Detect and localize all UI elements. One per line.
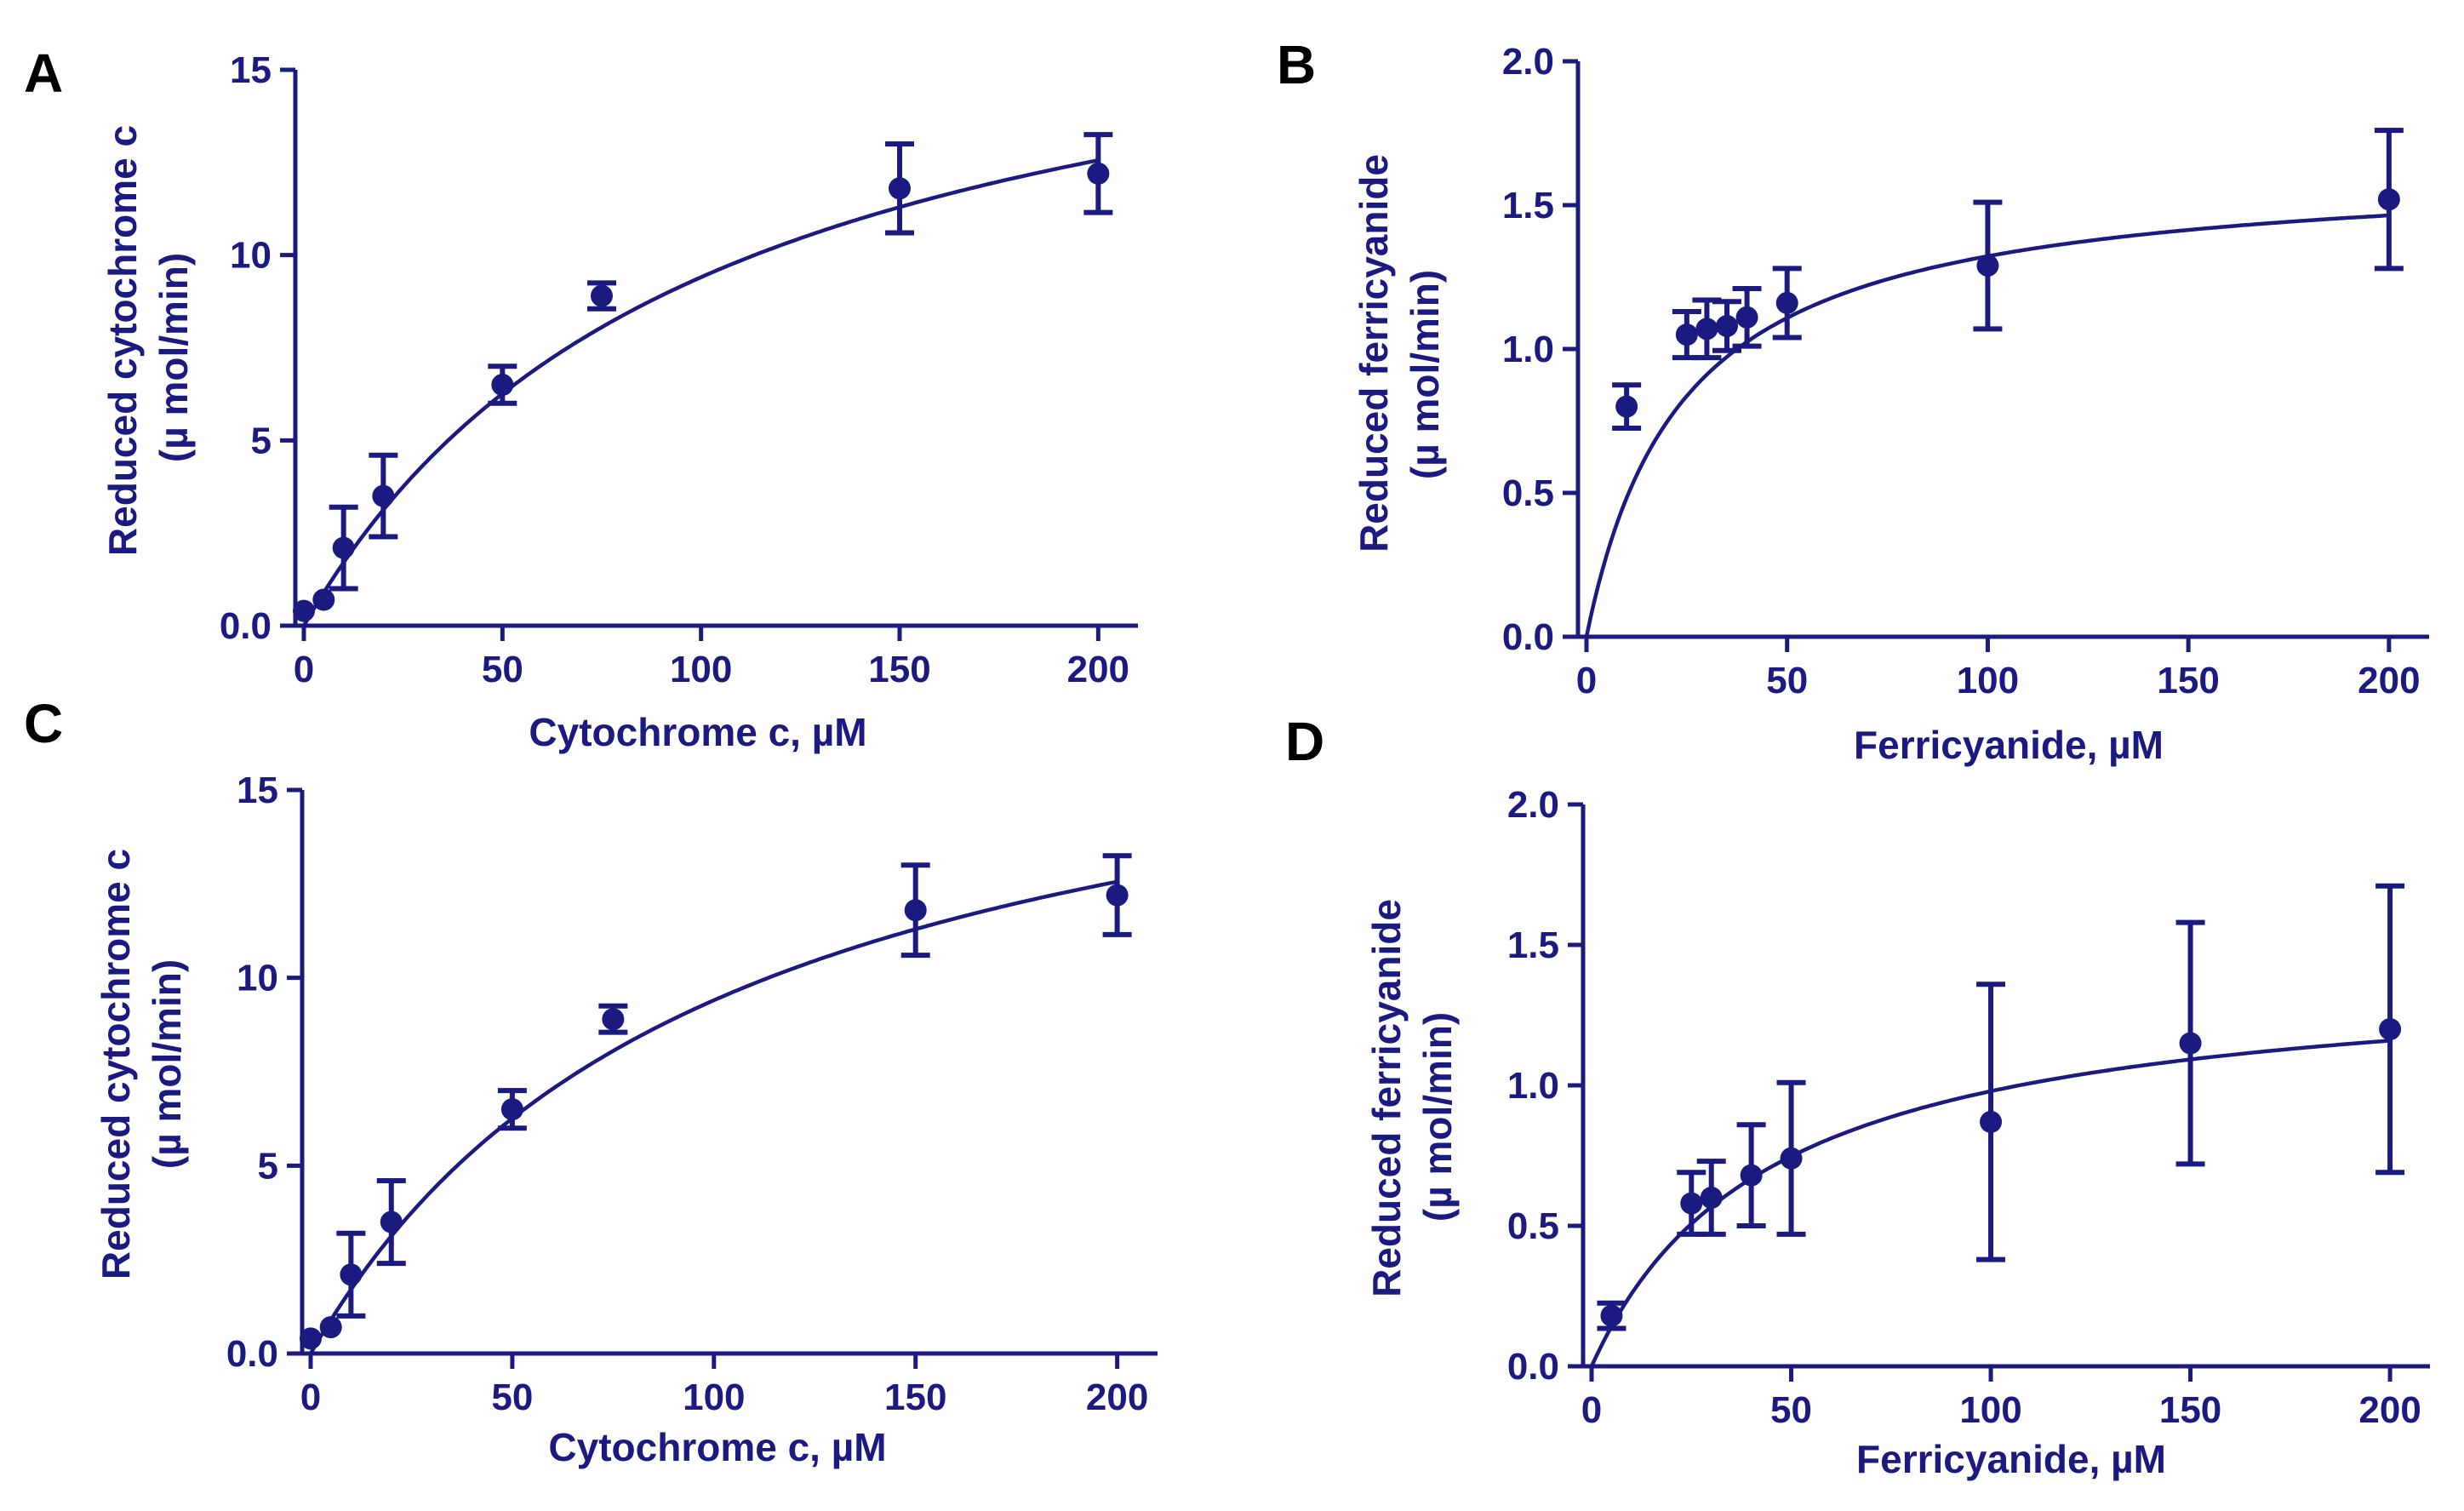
- y-axis-label-line-2: (µ mol/min): [151, 253, 196, 462]
- y-tick-label: 10: [230, 235, 272, 277]
- x-axis-label: Cytochrome c, µM: [529, 710, 866, 754]
- data-point: [1680, 1192, 1703, 1215]
- x-tick-label: 150: [2157, 660, 2219, 701]
- x-tick-label: 50: [482, 649, 523, 690]
- y-axis-label-line-1: Reduced cytochrome c: [100, 125, 145, 556]
- data-point: [2377, 188, 2400, 211]
- y-tick-label: 0.0: [1507, 1346, 1559, 1388]
- x-axis-label: Ferricyanide, µM: [1856, 1437, 2166, 1481]
- x-tick-label: 200: [2358, 1389, 2421, 1431]
- data-point: [1700, 1187, 1723, 1209]
- y-tick-label: 1.5: [1502, 185, 1554, 226]
- data-point: [591, 284, 613, 307]
- x-axis-label: Ferricyanide, µM: [1854, 723, 2164, 767]
- y-axis-label-line-2: (µ mol/min): [1403, 270, 1447, 479]
- x-tick-label: 50: [1766, 660, 1808, 701]
- data-point: [1976, 254, 1999, 277]
- y-tick-label: 10: [237, 958, 278, 999]
- data-point: [1675, 323, 1698, 346]
- data-point: [904, 899, 927, 922]
- y-axis-label-line-1: Reduced ferricyanide: [1352, 154, 1396, 552]
- y-tick-label: 15: [237, 770, 278, 811]
- data-point: [1780, 1147, 1803, 1170]
- data-point: [2379, 1018, 2402, 1040]
- data-point: [319, 1316, 342, 1339]
- fit-curve: [309, 879, 1118, 1355]
- y-tick-label: 0.5: [1502, 472, 1554, 514]
- y-tick-label: 15: [230, 49, 272, 91]
- data-point: [1087, 162, 1110, 185]
- x-tick-label: 100: [670, 649, 732, 690]
- panel-letter: C: [24, 693, 63, 754]
- y-tick-label: 0.5: [1507, 1205, 1559, 1247]
- panel-letter: B: [1277, 34, 1316, 95]
- panel-a: A Reduced cytochrome c (µ mol/min) Cytoc…: [24, 43, 1138, 754]
- data-point: [372, 484, 395, 507]
- panel-c: C Reduced cytochrome c (µ mol/min) Cytoc…: [24, 693, 1158, 1469]
- y-tick-label: 1.0: [1502, 329, 1554, 370]
- y-axis-label-line-1: Reduced ferricyanide: [1364, 899, 1409, 1297]
- x-tick-label: 200: [1086, 1376, 1148, 1418]
- x-tick-label: 100: [683, 1376, 745, 1418]
- data-point: [312, 588, 335, 611]
- x-tick-label: 100: [1957, 660, 2019, 701]
- y-tick-label: 0.0: [220, 605, 272, 647]
- x-tick-label: 100: [1959, 1389, 2021, 1431]
- y-tick-label: 2.0: [1502, 41, 1554, 83]
- data-point: [1695, 318, 1718, 341]
- x-tick-label: 50: [1770, 1389, 1812, 1431]
- data-point: [1980, 1110, 2003, 1133]
- x-tick-label: 200: [2358, 660, 2420, 701]
- y-axis-label-line-2: (µ mol/min): [145, 959, 189, 1169]
- data-point: [340, 1263, 363, 1286]
- data-point: [500, 1098, 523, 1121]
- data-point: [2179, 1032, 2202, 1055]
- x-tick-label: 0: [294, 649, 314, 690]
- data-point: [1106, 884, 1129, 907]
- x-axis-label: Cytochrome c, µM: [548, 1425, 886, 1469]
- x-tick-label: 150: [2159, 1389, 2221, 1431]
- data-point: [293, 599, 315, 622]
- panel-b: B Reduced ferricyanide (µ mol/min) Ferri…: [1277, 34, 2429, 767]
- data-point: [380, 1211, 403, 1233]
- y-tick-label: 1.5: [1507, 924, 1559, 966]
- data-point: [1740, 1164, 1763, 1187]
- x-tick-label: 0: [300, 1376, 321, 1418]
- panel-letter: A: [24, 43, 63, 104]
- data-point: [1716, 314, 1738, 337]
- y-axis-label-line-1: Reduced cytochrome c: [94, 849, 138, 1279]
- y-tick-label: 5: [251, 420, 272, 461]
- x-tick-label: 200: [1067, 649, 1129, 690]
- y-tick-label: 5: [258, 1145, 278, 1187]
- x-tick-label: 150: [868, 649, 930, 690]
- x-tick-label: 150: [884, 1376, 946, 1418]
- panel-letter: D: [1285, 711, 1324, 772]
- x-tick-label: 50: [491, 1376, 533, 1418]
- y-tick-label: 2.0: [1507, 784, 1559, 826]
- data-point: [300, 1327, 322, 1350]
- fit-curve: [302, 158, 1099, 627]
- y-tick-label: 0.0: [226, 1333, 278, 1375]
- data-point: [889, 177, 911, 200]
- x-tick-label: 0: [1581, 1389, 1602, 1431]
- data-point: [1615, 395, 1638, 418]
- data-point: [1775, 291, 1798, 314]
- x-tick-label: 0: [1576, 660, 1597, 701]
- data-point: [1600, 1304, 1623, 1327]
- data-point: [602, 1008, 625, 1031]
- y-tick-label: 0.0: [1502, 616, 1554, 658]
- data-point: [332, 536, 355, 559]
- y-axis-label-line-2: (µ mol/min): [1415, 1012, 1460, 1222]
- data-point: [1735, 306, 1758, 329]
- data-point: [491, 374, 514, 397]
- y-tick-label: 1.0: [1507, 1065, 1559, 1107]
- panel-d: D Reduced ferricyanide (µ mol/min) Ferri…: [1285, 711, 2430, 1481]
